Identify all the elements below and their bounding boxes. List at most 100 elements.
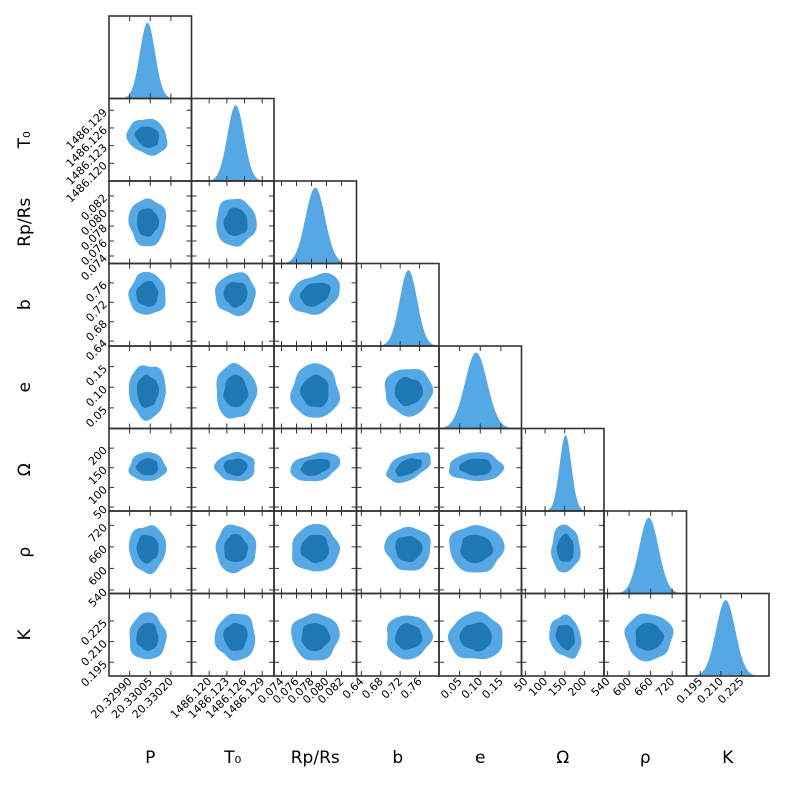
marginal-Rp_Rs: [274, 187, 357, 264]
panel-K-P: [108, 592, 193, 677]
contour-68-T0-P: [134, 126, 160, 148]
contour-68-Omega-T0: [223, 458, 248, 477]
panel-content: [128, 452, 168, 481]
contour-68-rho-Omega: [556, 533, 574, 562]
y-axis-label-K: K: [15, 628, 35, 640]
y-tick-label-Omega: 150: [86, 464, 110, 488]
panel-content: [624, 613, 674, 662]
panel-content: [216, 198, 257, 247]
y-axis-label-Rp_Rs: Rp/Rs: [15, 198, 35, 247]
panel-K-b: [355, 592, 440, 677]
panel-content: [288, 273, 340, 315]
contour-68-Omega-P: [135, 458, 158, 476]
panel-content: [128, 271, 166, 315]
panel-content: [128, 198, 167, 247]
contour-68-Omega-e: [459, 458, 492, 476]
contour-68-rho-T0: [224, 533, 249, 562]
x-axis-label-T0: T₀: [223, 748, 241, 768]
x-axis-label-rho: ρ: [640, 748, 651, 768]
x-tick-label-rho: 660: [632, 675, 656, 699]
panel-content: [129, 612, 167, 660]
contour-68-e-P: [136, 374, 159, 408]
panel-Omega-b: [355, 427, 440, 512]
panel-content: [386, 452, 431, 483]
contour-68-e-T0: [223, 374, 249, 407]
marginal-e: [439, 352, 522, 429]
panel-content: [274, 187, 357, 264]
panel-Omega-Rp_Rs: [273, 427, 358, 512]
marginal-b: [356, 270, 439, 346]
panel-rho-Rp_Rs: [273, 510, 358, 595]
panel-content: [439, 352, 522, 429]
panel-content: [213, 452, 255, 482]
panel-K-K: [685, 592, 770, 677]
panel-b-Rp_Rs: [273, 262, 358, 347]
panel-Rp_Rs-P: [108, 180, 193, 265]
panel-content: [128, 525, 167, 575]
panel-Omega-e: [438, 427, 523, 512]
x-tick-label-Omega: 100: [526, 675, 550, 699]
y-axis-label-b: b: [15, 299, 35, 310]
panel-T0-P: [108, 97, 193, 182]
panel-rho-T0: [190, 510, 275, 595]
contour-68-K-Omega: [555, 624, 575, 651]
y-axis-label-e: e: [15, 382, 35, 392]
panel-content: [551, 524, 581, 573]
contour-68-K-b: [394, 623, 423, 650]
panel-content: [216, 363, 258, 419]
panel-e-e: [438, 345, 523, 430]
y-tick-label-rho: 720: [86, 521, 110, 545]
panel-content: [291, 613, 340, 661]
panel-K-Rp_Rs: [273, 592, 358, 677]
x-tick-label-Omega: 150: [546, 675, 570, 699]
panel-Omega-P: [108, 427, 193, 512]
panel-rho-P: [108, 510, 193, 595]
panel-content: [387, 615, 434, 660]
x-tick-label-e: 0.10: [459, 675, 486, 702]
x-tick-label-e: 0.15: [479, 675, 506, 702]
y-tick-label-rho: 540: [86, 586, 110, 610]
panel-T0-T0: [190, 97, 275, 182]
panel-Rp_Rs-T0: [190, 180, 275, 265]
contour-68-b-T0: [223, 282, 248, 308]
contour-68-b-P: [136, 280, 159, 307]
panel-content: [447, 611, 503, 660]
contour-68-Rp_Rs-P: [137, 208, 159, 237]
x-axis-label-P: P: [145, 748, 155, 768]
y-tick-label-e: 0.10: [83, 383, 110, 410]
panel-content: [126, 118, 168, 156]
y-tick-label-e: 0.05: [83, 404, 110, 431]
panel-rho-e: [438, 510, 523, 595]
panel-K-rho: [603, 592, 688, 677]
panel-content: [128, 365, 166, 421]
panel-content: [109, 22, 192, 99]
contour-68-rho-e: [460, 534, 494, 563]
panel-content: [521, 435, 604, 511]
panel-frame: [685, 592, 770, 677]
panel-content: [290, 452, 341, 482]
x-axis-label-Omega: Ω: [556, 748, 569, 768]
contour-68-Omega-Rp_Rs: [300, 458, 330, 476]
x-tick-label-rho: 540: [589, 675, 613, 699]
panel-content: [604, 517, 687, 594]
x-tick-label-rho: 600: [610, 675, 634, 699]
panel-K-T0: [190, 592, 275, 677]
panel-Rp_Rs-Rp_Rs: [273, 180, 358, 265]
contour-68-e-Rp_Rs: [300, 374, 329, 408]
y-tick-label-Omega: 100: [86, 483, 110, 507]
panel-content: [191, 105, 274, 181]
y-axis-label-Omega: Ω: [15, 463, 35, 476]
x-axis-label-b: b: [392, 748, 403, 768]
panel-rho-b: [355, 510, 440, 595]
marginal-Omega: [521, 435, 604, 511]
y-tick-label-rho: 600: [86, 564, 110, 588]
y-axis-label-rho: ρ: [15, 547, 35, 558]
panel-K-Omega: [520, 592, 605, 677]
x-tick-label-rho: 720: [653, 675, 677, 699]
panel-Omega-Omega: [520, 427, 605, 512]
panel-b-T0: [190, 262, 275, 347]
contour-68-b-Rp_Rs: [299, 282, 331, 307]
x-axis-label-K: K: [722, 748, 734, 768]
